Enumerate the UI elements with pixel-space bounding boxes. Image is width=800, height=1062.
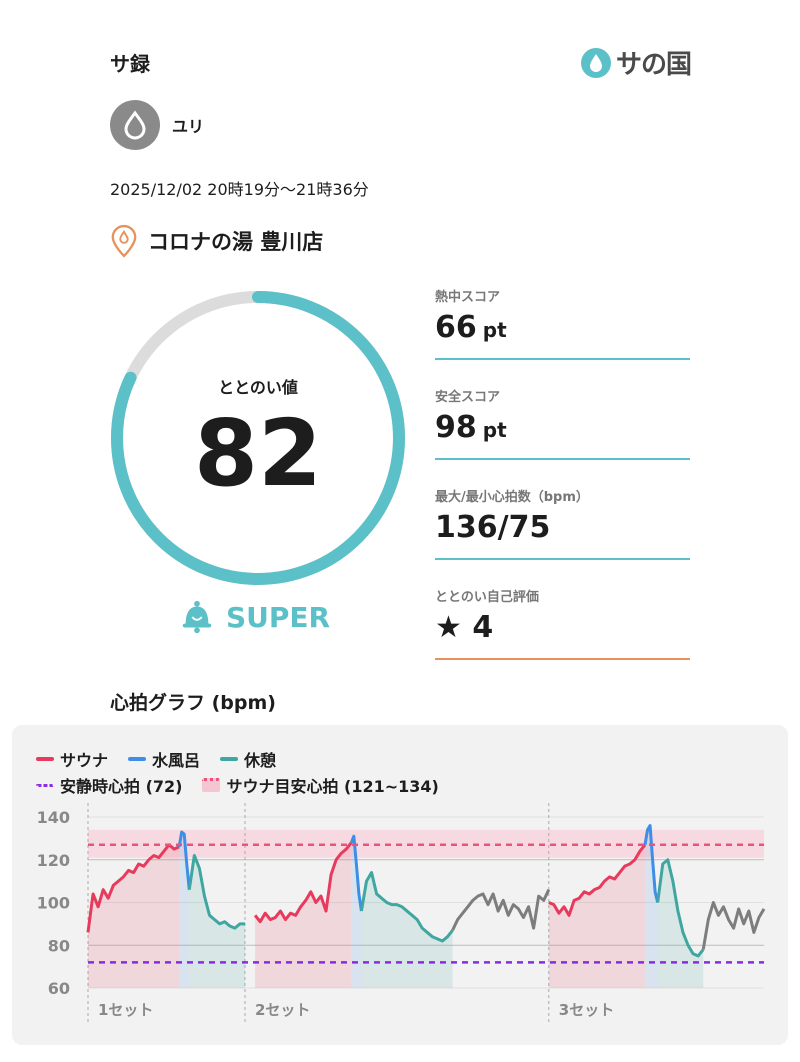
series-line [349,834,363,912]
series-line [643,824,660,903]
heart-rate-range-value: 136/75 [435,510,551,545]
series-area [351,836,362,988]
legend-item-target-hr: サウナ目安心拍 (121~134) [202,773,439,797]
facility-name: コロナの湯 豊川店 [148,230,324,254]
legend-item-sauna: サウナ [36,747,108,771]
legend-swatch [202,778,221,792]
brand-logo[interactable]: サの国 [580,44,692,81]
series-line [253,841,353,924]
series-line [187,853,245,930]
heat-score: 熱中スコア 66 pt [435,286,690,360]
series-area [88,844,180,988]
facility-row[interactable]: コロナの湯 豊川店 [110,224,323,258]
user-name: ユリ [172,117,205,136]
facility-pin-icon [111,224,137,258]
series-line [656,858,705,958]
score-label: ととのい値 [218,378,298,397]
rank-label: SUPER [226,600,331,634]
safety-score-label: 安全スコア [435,390,501,405]
series-line [359,871,454,943]
legend-item-resting-hr: 安静時心拍 (72) [36,773,182,797]
y-tick-label: 120 [37,851,70,870]
series-area [255,842,352,988]
heat-score-label: 熱中スコア [435,290,501,305]
series-area [189,855,245,988]
legend-item-rest: 休憩 [220,747,276,771]
brand-name: サの国 [616,50,692,80]
user-row[interactable]: ユリ [110,100,204,150]
legend-swatch [36,757,54,761]
y-tick-label: 60 [48,979,70,998]
legend-label: サウナ目安心拍 (121~134) [226,777,439,796]
legend-row-2: 安静時心拍 (72) サウナ目安心拍 (121~134) [36,773,439,797]
legend-label: 安静時心拍 (72) [60,777,183,796]
bell-rank-icon [182,600,212,634]
water-drop-logo-icon [581,47,611,78]
heat-score-value: 66 [435,310,477,345]
self-rating-value: ★ 4 [435,610,494,645]
safety-score-value: 98 [435,410,477,445]
heart-rate-range: 最大/最小心拍数（bpm） 136/75 [435,486,690,560]
drop-avatar-icon [124,110,146,140]
legend-label: 水風呂 [152,751,201,770]
heart-rate-range-label: 最大/最小心拍数（bpm） [435,490,589,505]
legend-item-cold-bath: 水風呂 [128,747,200,771]
app-title: サ録 [110,52,150,76]
legend-swatch [36,783,54,787]
series-line [451,889,551,931]
divider [435,458,690,460]
score-ring-chart [111,291,405,585]
heart-rate-chart: 140 120 100 80 60 1セット 2セット 3セット [37,803,766,1022]
session-datetime: 2025/12/02 20時19分〜21時36分 [110,180,369,199]
set-label: 2セット [255,1001,310,1019]
set-label: 3セット [559,1001,614,1019]
divider [435,558,690,560]
legend-swatch [128,757,147,761]
score-value: 82 [193,400,323,507]
y-tick-label: 140 [37,808,70,827]
safety-score-unit: pt [482,418,507,442]
series-line [177,830,191,890]
y-tick-label: 80 [48,936,70,955]
rank-row: SUPER [178,598,330,636]
self-rating-label: ととのい自己評価 [435,590,539,605]
legend-swatch [220,757,239,761]
y-tick-label: 100 [37,894,70,913]
series-area [645,825,658,988]
legend-label: サウナ [60,751,109,770]
divider [435,658,690,660]
heart-rate-graph-panel: サウナ 水風呂 休憩 安静時心拍 (72) サウナ目安心拍 (121~134) … [12,725,788,1045]
safety-score: 安全スコア 98 pt [435,386,690,460]
avatar [110,100,160,150]
graph-title: 心拍グラフ (bpm) [110,692,276,714]
series-line [548,843,647,917]
series-line [701,901,766,950]
safety-score-value-row: 98 pt [435,410,507,445]
legend-row-1: サウナ 水風呂 休憩 [36,747,276,771]
heat-score-value-row: 66 pt [435,310,507,345]
divider [435,358,690,360]
series-area [548,844,646,988]
totonoi-score-ring: ととのい値 82 [110,290,406,586]
series-line [86,843,180,933]
heat-score-unit: pt [482,318,507,342]
self-rating: ととのい自己評価 ★ 4 [435,586,690,660]
set-label: 1セット [98,1001,153,1019]
score-ring-progress [111,291,405,585]
legend-label: 休憩 [244,751,277,770]
